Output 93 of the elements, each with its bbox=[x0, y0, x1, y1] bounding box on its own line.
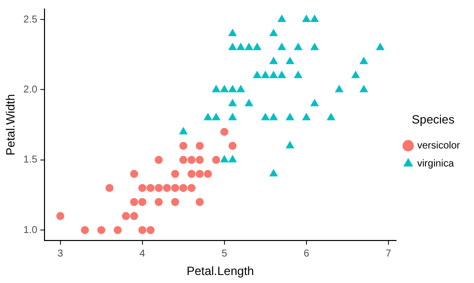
point bbox=[80, 226, 89, 234]
point bbox=[228, 154, 237, 162]
point bbox=[122, 212, 130, 220]
y-tick-label: 1.5 bbox=[23, 154, 38, 166]
point bbox=[294, 70, 303, 78]
point bbox=[244, 42, 254, 50]
point bbox=[252, 70, 262, 78]
point bbox=[138, 184, 146, 192]
x-tick-label: 7 bbox=[386, 248, 392, 260]
point bbox=[228, 112, 237, 120]
point bbox=[286, 56, 294, 64]
point bbox=[171, 184, 180, 192]
point bbox=[261, 112, 270, 120]
point bbox=[188, 170, 196, 178]
point bbox=[179, 184, 188, 192]
point bbox=[130, 198, 138, 206]
point bbox=[56, 212, 64, 220]
point bbox=[334, 84, 344, 92]
x-tick-label: 5 bbox=[222, 248, 228, 260]
point bbox=[269, 112, 278, 120]
legend-label: versicolor bbox=[417, 140, 461, 152]
point bbox=[196, 142, 204, 150]
point bbox=[286, 112, 294, 120]
y-tick-label: 1.0 bbox=[23, 224, 38, 236]
point bbox=[236, 84, 246, 92]
point bbox=[138, 198, 146, 206]
point bbox=[138, 226, 146, 234]
point bbox=[130, 170, 138, 178]
point bbox=[359, 56, 368, 64]
point bbox=[252, 42, 262, 50]
point bbox=[228, 42, 237, 50]
point bbox=[188, 156, 196, 164]
point bbox=[286, 140, 294, 148]
point bbox=[228, 84, 237, 92]
point bbox=[269, 56, 278, 64]
point bbox=[220, 84, 229, 92]
point bbox=[376, 42, 385, 50]
point bbox=[310, 98, 319, 106]
point bbox=[196, 198, 204, 206]
point bbox=[244, 98, 254, 106]
point bbox=[236, 42, 246, 50]
point bbox=[351, 70, 360, 78]
point bbox=[188, 184, 196, 192]
point bbox=[196, 156, 204, 164]
x-axis-title: Petal.Length bbox=[186, 264, 254, 278]
point bbox=[114, 226, 122, 234]
point bbox=[179, 142, 188, 150]
point bbox=[154, 198, 163, 206]
point bbox=[179, 156, 188, 164]
point bbox=[220, 128, 228, 136]
point bbox=[269, 28, 278, 36]
point bbox=[204, 112, 212, 120]
point bbox=[212, 156, 220, 164]
x-tick-label: 6 bbox=[304, 248, 310, 260]
point bbox=[302, 112, 311, 120]
point bbox=[228, 98, 237, 106]
point bbox=[326, 112, 336, 120]
point bbox=[162, 184, 171, 192]
point bbox=[146, 226, 155, 234]
point bbox=[204, 170, 212, 178]
point bbox=[310, 42, 319, 50]
legend-title: Species bbox=[412, 112, 454, 127]
point bbox=[277, 42, 286, 50]
point bbox=[359, 84, 368, 92]
point bbox=[228, 142, 237, 150]
point bbox=[171, 198, 180, 206]
point bbox=[146, 184, 155, 192]
point bbox=[97, 226, 106, 234]
point bbox=[220, 154, 229, 162]
y-tick-label: 2.0 bbox=[23, 84, 38, 96]
point bbox=[196, 170, 204, 178]
point bbox=[179, 126, 188, 134]
point bbox=[302, 14, 311, 22]
x-tick-label: 3 bbox=[58, 248, 64, 260]
legend-label: virginica bbox=[417, 158, 454, 170]
point bbox=[277, 14, 286, 22]
point bbox=[171, 170, 180, 178]
y-axis-title: Petal.Width bbox=[4, 94, 18, 156]
point bbox=[154, 156, 163, 164]
y-tick-label: 2.5 bbox=[23, 14, 38, 26]
point bbox=[261, 70, 270, 78]
point bbox=[228, 28, 237, 36]
x-tick-label: 4 bbox=[140, 248, 146, 260]
point bbox=[310, 14, 319, 22]
point bbox=[269, 168, 278, 176]
point bbox=[106, 184, 114, 192]
point bbox=[212, 84, 220, 92]
point bbox=[269, 70, 278, 78]
point bbox=[130, 212, 138, 220]
point bbox=[294, 42, 303, 50]
point bbox=[154, 184, 163, 192]
point bbox=[277, 70, 286, 78]
point bbox=[212, 112, 220, 120]
